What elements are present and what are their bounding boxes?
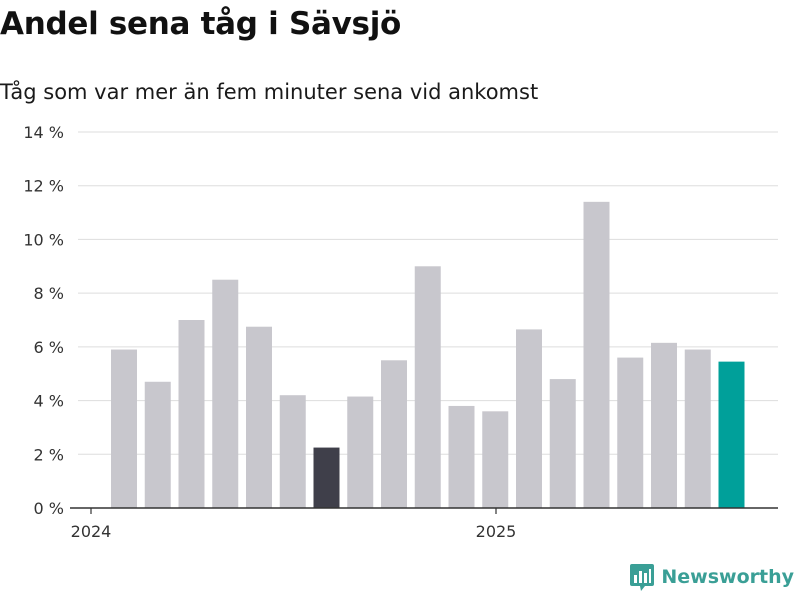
bar-2024-11 — [448, 405, 475, 508]
bar-2024-12 — [482, 411, 509, 508]
bar-2025-05 — [651, 342, 677, 508]
newsworthy-logo-icon — [630, 564, 655, 591]
bar-2025-03 — [583, 201, 610, 509]
newsworthy-logo: Newsworthy — [629, 562, 794, 592]
x-tick-label: 2024 — [71, 522, 112, 541]
y-tick-label: 14 % — [23, 123, 64, 142]
y-tick-label: 4 % — [34, 392, 64, 411]
y-axis-ticks: 0 % 2 % 4 % 6 % 8 % 10 % 12 % 14 % — [23, 123, 64, 518]
x-axis-ticks: 2024 2025 — [71, 508, 517, 541]
bar-2025-06 — [684, 349, 711, 508]
y-tick-label: 2 % — [34, 445, 64, 464]
bar-2024-06 — [279, 395, 306, 508]
bar-2024-10 — [414, 266, 441, 508]
bar-2024-05 — [246, 326, 272, 508]
bar-2024-04 — [212, 279, 239, 508]
chart-subtitle: Tåg som var mer än fem minuter sena vid … — [0, 80, 539, 104]
bar-chart: 0 % 2 % 4 % 6 % 8 % 10 % 12 % 14 % 2024 2025 — [23, 123, 778, 541]
y-tick-label: 8 % — [34, 284, 64, 303]
bar-2024-03 — [178, 320, 205, 508]
bar-2024-01 — [111, 349, 137, 508]
bar-2025-04 — [617, 357, 644, 508]
bar-2025-07 — [718, 361, 745, 508]
brand-name: Newsworthy — [661, 566, 794, 588]
bar-2024-09 — [381, 360, 407, 508]
bar-2025-02 — [549, 379, 576, 508]
chart-title: Andel sena tåg i Sävsjö — [0, 6, 402, 42]
bar-2024-08 — [347, 396, 374, 508]
bar-2024-07 — [313, 447, 340, 508]
bar-2025-01 — [516, 329, 542, 508]
bar-2024-02 — [144, 381, 171, 508]
y-tick-label: 10 % — [23, 230, 64, 249]
x-tick-label: 2025 — [476, 522, 517, 541]
y-tick-label: 0 % — [34, 499, 64, 518]
bars — [111, 201, 745, 509]
y-tick-label: 6 % — [34, 338, 64, 357]
y-tick-label: 12 % — [23, 177, 64, 196]
